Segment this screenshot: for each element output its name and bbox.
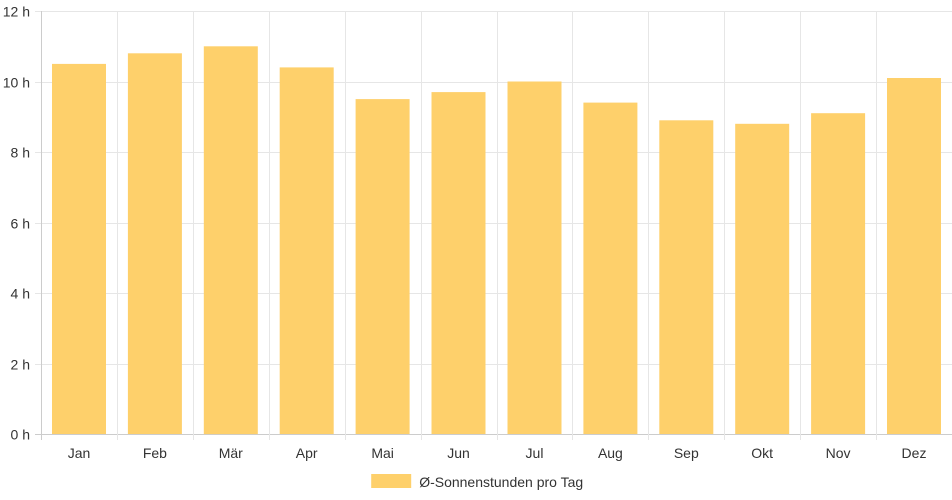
- y-tick-label: 6 h: [11, 216, 30, 232]
- x-tick-label: Jun: [447, 445, 470, 461]
- bar-apr[interactable]: [279, 67, 334, 435]
- bar-okt[interactable]: [735, 123, 790, 435]
- y-tick-label: 10 h: [3, 75, 30, 91]
- y-tick-label: 12 h: [3, 4, 30, 20]
- bar-jul[interactable]: [507, 81, 562, 435]
- x-tick-label: Nov: [826, 445, 851, 461]
- bar-mär[interactable]: [203, 46, 258, 435]
- x-tick-label: Mai: [371, 445, 394, 461]
- bar-feb[interactable]: [127, 53, 182, 435]
- x-tick-label: Okt: [751, 445, 773, 461]
- x-tick-label: Jul: [526, 445, 544, 461]
- y-tick-label: 8 h: [11, 145, 30, 161]
- bars-layer: [52, 46, 941, 435]
- bar-nov[interactable]: [811, 113, 866, 434]
- y-tick-label: 4 h: [11, 286, 30, 302]
- x-tick-label: Mär: [219, 445, 243, 461]
- legend-label[interactable]: Ø-Sonnenstunden pro Tag: [419, 474, 583, 490]
- x-tick-label: Aug: [598, 445, 623, 461]
- x-tick-label: Feb: [143, 445, 167, 461]
- legend-swatch[interactable]: [371, 474, 412, 488]
- bar-mai[interactable]: [355, 99, 410, 434]
- x-tick-label: Sep: [674, 445, 699, 461]
- bar-aug[interactable]: [583, 102, 638, 434]
- axis-layer: 0 h 2 h 4 h 6 h 8 h 10 h 12 h Jan Feb Mär Apr Mai Ju…: [3, 4, 927, 462]
- bar-jan[interactable]: [52, 63, 106, 435]
- bar-jun[interactable]: [431, 92, 486, 434]
- x-tick-label: Jan: [68, 445, 91, 461]
- bar-sep[interactable]: [659, 120, 714, 435]
- chart-legend[interactable]: Ø-Sonnenstunden pro Tag: [371, 474, 583, 490]
- grid-layer: [35, 11, 952, 440]
- y-tick-label: 2 h: [11, 357, 30, 373]
- x-tick-label: Dez: [902, 445, 927, 461]
- x-tick-label: Apr: [296, 445, 318, 461]
- y-tick-label: 0 h: [11, 427, 30, 443]
- bar-dez[interactable]: [887, 78, 941, 434]
